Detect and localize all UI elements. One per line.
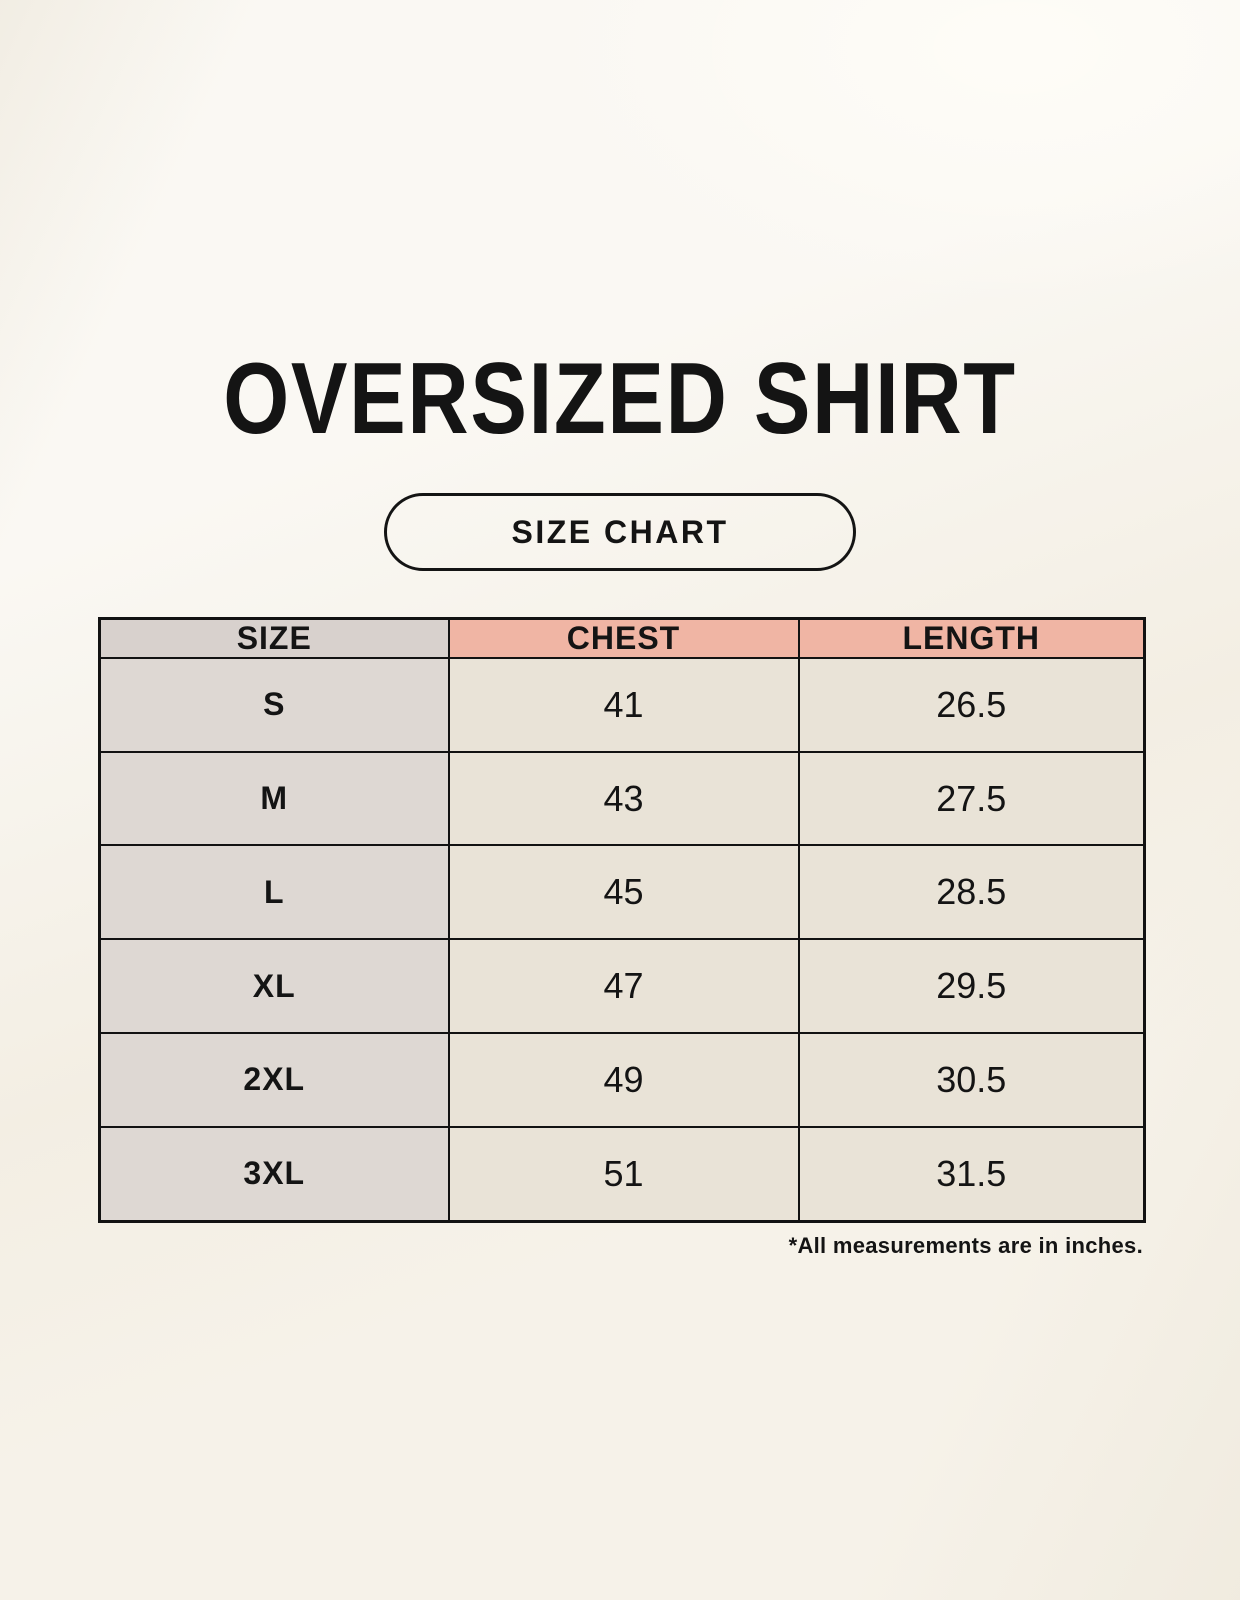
size-label-cell: L	[98, 844, 450, 941]
size-label-cell: 3XL	[98, 1125, 450, 1223]
size-label-cell: 2XL	[98, 1031, 450, 1128]
size-label-cell: S	[98, 657, 450, 753]
chest-value-cell: 47	[447, 938, 800, 1034]
chest-value-cell: 49	[447, 1031, 800, 1128]
chest-value-cell: 45	[447, 844, 800, 941]
length-value-cell: 28.5	[797, 844, 1146, 941]
size-chart-badge-label: SIZE CHART	[511, 513, 729, 550]
table-row: 2XL 49 30.5	[98, 1031, 1146, 1128]
size-chart-badge: SIZE CHART	[384, 493, 856, 571]
chest-value-cell: 43	[447, 750, 800, 847]
length-value-cell: 29.5	[797, 938, 1146, 1034]
table-row: XL 47 29.5	[98, 938, 1146, 1034]
size-chart-table: SIZE CHEST LENGTH S 41 26.5 M 43 27.5 L 45 28.5 X…	[98, 617, 1146, 1223]
measurements-footnote: *All measurements are in inches.	[788, 1233, 1143, 1258]
length-value-cell: 30.5	[797, 1031, 1146, 1128]
table-header-row: SIZE CHEST LENGTH	[98, 617, 1146, 659]
table-row: M 43 27.5	[98, 750, 1146, 847]
chest-value-cell: 51	[447, 1125, 800, 1223]
table-row: L 45 28.5	[98, 844, 1146, 941]
length-value-cell: 27.5	[797, 750, 1146, 847]
column-header-length: LENGTH	[797, 617, 1146, 659]
length-value-cell: 26.5	[797, 657, 1146, 753]
column-header-size: SIZE	[98, 617, 450, 659]
chest-value-cell: 41	[447, 657, 800, 753]
size-label-cell: XL	[98, 938, 450, 1034]
column-header-chest: CHEST	[447, 617, 800, 659]
table-row: 3XL 51 31.5	[98, 1125, 1146, 1223]
page-title: OVERSIZED SHIRT	[223, 343, 1017, 455]
table-row: S 41 26.5	[98, 657, 1146, 753]
length-value-cell: 31.5	[797, 1125, 1146, 1223]
size-label-cell: M	[98, 750, 450, 847]
